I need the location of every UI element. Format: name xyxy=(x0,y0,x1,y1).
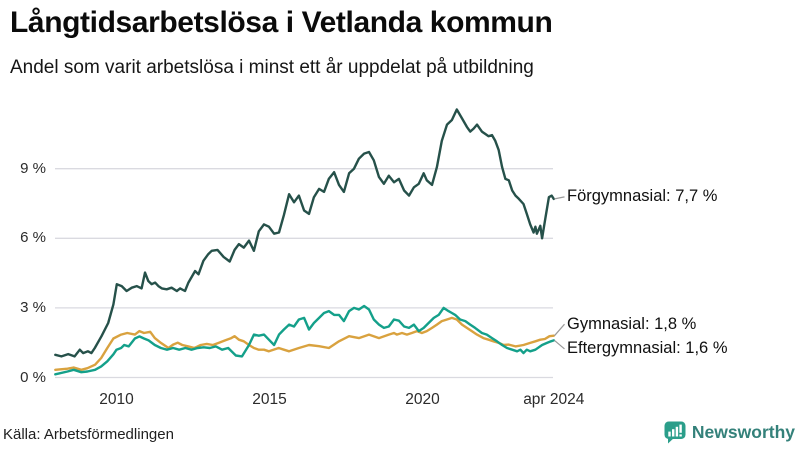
newsworthy-wordmark: Newsworthy xyxy=(691,422,795,442)
newsworthy-icon xyxy=(664,421,686,444)
newsworthy-logo: Newsworthy xyxy=(664,421,795,444)
series-end-label-forgymnasial: Förgymnasial: 7,7 % xyxy=(567,187,718,206)
x-axis-tick-label: 2010 xyxy=(99,391,134,408)
y-axis-tick-label: 6 % xyxy=(20,229,46,247)
label-connector-eftergymnasial xyxy=(554,339,565,350)
page-title: Långtidsarbetslösa i Vetlanda kommun xyxy=(10,6,553,39)
y-axis-tick-label: 0 % xyxy=(20,368,46,386)
source-note: Källa: Arbetsförmedlingen xyxy=(3,426,174,443)
series-line-eftergymnasial xyxy=(54,304,555,376)
y-axis-tick-label: 3 % xyxy=(20,298,46,316)
y-axis-tick-label: 9 % xyxy=(20,159,46,177)
series-line-gymnasial xyxy=(54,316,555,371)
series-end-label-eftergymnasial: Eftergymnasial: 1,6 % xyxy=(567,339,728,358)
series-end-label-gymnasial: Gymnasial: 1,8 % xyxy=(567,314,697,333)
x-axis-tick-label: apr 2024 xyxy=(523,391,585,408)
page-subtitle: Andel som varit arbetslösa i minst ett å… xyxy=(10,57,534,78)
label-connector-förgymnasial xyxy=(554,196,565,200)
x-axis-tick-label: 2020 xyxy=(405,391,440,408)
series-line-förgymnasial xyxy=(54,108,555,358)
x-axis-tick-label: 2015 xyxy=(252,391,287,408)
label-connector-gymnasial xyxy=(554,323,565,337)
